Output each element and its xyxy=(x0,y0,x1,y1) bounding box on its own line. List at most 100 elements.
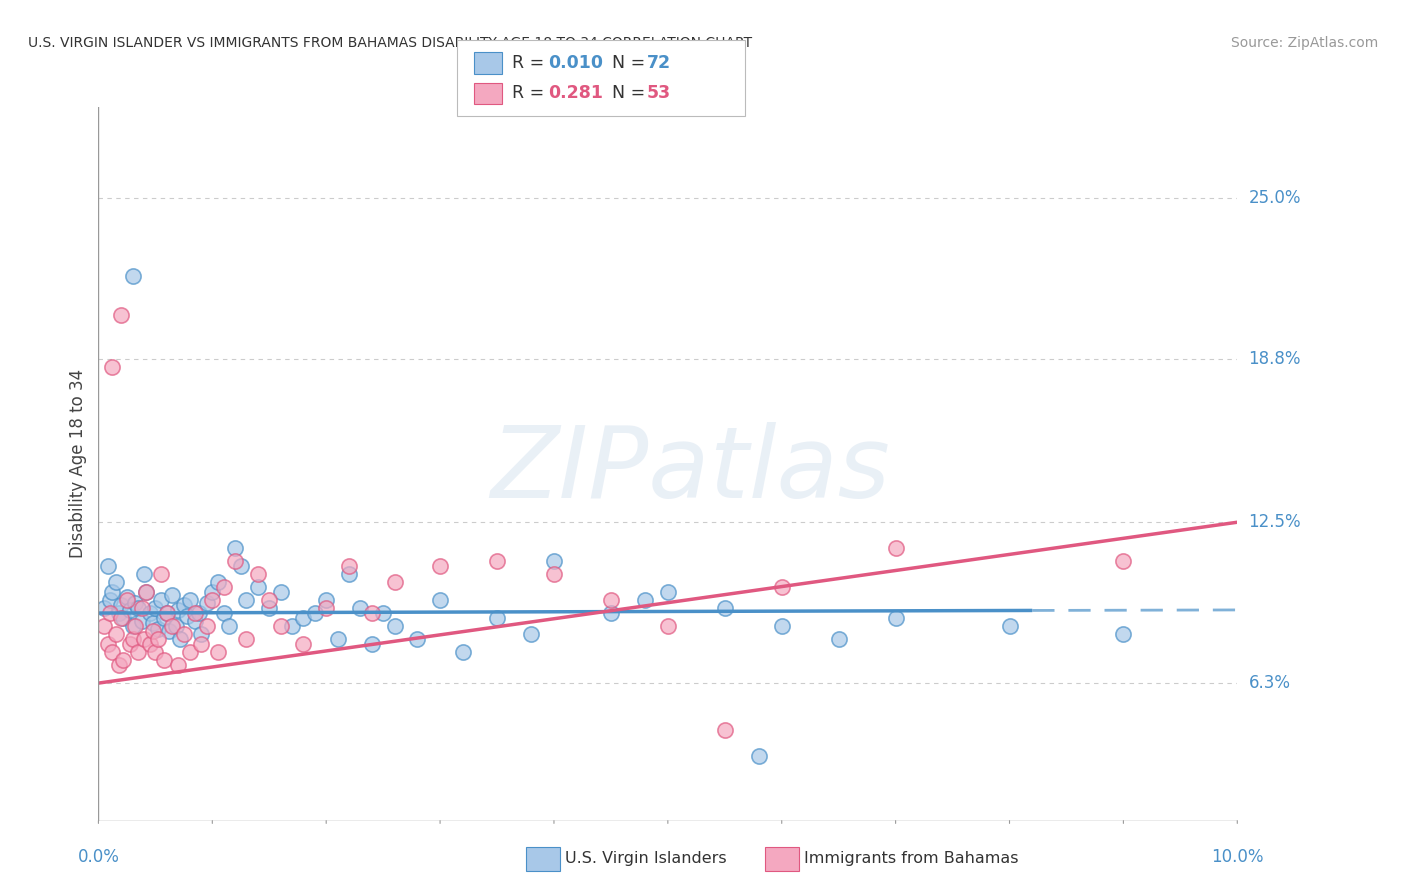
Point xyxy=(142,624,165,639)
Point xyxy=(600,606,623,620)
Point xyxy=(207,574,229,589)
Point xyxy=(93,619,115,633)
Point xyxy=(195,619,218,633)
Point xyxy=(120,603,142,617)
Point xyxy=(384,619,406,633)
Point xyxy=(132,632,155,646)
Point xyxy=(162,619,184,633)
Point xyxy=(176,608,198,623)
Point xyxy=(360,637,382,651)
Point xyxy=(315,593,337,607)
Point xyxy=(131,600,153,615)
Text: N =: N = xyxy=(612,54,651,72)
Point xyxy=(124,619,146,633)
Point xyxy=(157,624,180,639)
Point xyxy=(270,585,292,599)
Text: 0.0%: 0.0% xyxy=(77,848,120,866)
Point xyxy=(337,567,360,582)
Point xyxy=(229,559,252,574)
Point xyxy=(162,588,184,602)
Point xyxy=(121,268,143,283)
Y-axis label: Disability Age 18 to 34: Disability Age 18 to 34 xyxy=(69,369,87,558)
Point xyxy=(201,593,224,607)
Point xyxy=(115,591,138,605)
Point xyxy=(212,580,235,594)
Point xyxy=(167,657,190,672)
Point xyxy=(207,645,229,659)
Point xyxy=(153,611,176,625)
Text: U.S. VIRGIN ISLANDER VS IMMIGRANTS FROM BAHAMAS DISABILITY AGE 18 TO 34 CORRELAT: U.S. VIRGIN ISLANDER VS IMMIGRANTS FROM … xyxy=(28,36,752,50)
Point xyxy=(748,748,770,763)
Point xyxy=(132,567,155,582)
Point xyxy=(259,600,281,615)
Point xyxy=(304,606,326,620)
Point xyxy=(884,611,907,625)
Text: 72: 72 xyxy=(647,54,671,72)
Text: Source: ZipAtlas.com: Source: ZipAtlas.com xyxy=(1230,36,1378,50)
Text: 6.3%: 6.3% xyxy=(1249,674,1291,692)
Point xyxy=(634,593,657,607)
Point xyxy=(224,541,246,556)
Point xyxy=(150,567,173,582)
Point xyxy=(179,645,201,659)
Point xyxy=(998,619,1021,633)
Point xyxy=(110,611,132,625)
Point xyxy=(98,593,121,607)
Text: R =: R = xyxy=(512,85,550,103)
Point xyxy=(145,645,167,659)
Point xyxy=(115,593,138,607)
Point xyxy=(121,632,143,646)
Text: 0.010: 0.010 xyxy=(548,54,603,72)
Point xyxy=(292,637,315,651)
Point xyxy=(101,359,124,374)
Point xyxy=(270,619,292,633)
Point xyxy=(124,596,146,610)
Text: Immigrants from Bahamas: Immigrants from Bahamas xyxy=(804,852,1019,866)
Point xyxy=(384,574,406,589)
Point xyxy=(828,632,851,646)
Point xyxy=(224,554,246,568)
Point xyxy=(235,632,257,646)
Point xyxy=(201,585,224,599)
Point xyxy=(770,619,793,633)
Point xyxy=(101,585,124,599)
Point xyxy=(138,606,160,620)
Point xyxy=(184,606,207,620)
Point xyxy=(657,619,679,633)
Point xyxy=(96,559,118,574)
Point xyxy=(96,637,118,651)
Point xyxy=(169,632,191,646)
Point xyxy=(259,593,281,607)
Point xyxy=(770,580,793,594)
Point xyxy=(337,559,360,574)
Point xyxy=(135,585,157,599)
Point xyxy=(104,574,127,589)
Point xyxy=(145,600,167,615)
Point xyxy=(406,632,429,646)
Point xyxy=(156,606,179,620)
Point xyxy=(1112,627,1135,641)
Point xyxy=(543,554,565,568)
Point xyxy=(167,603,190,617)
Text: 0.281: 0.281 xyxy=(548,85,603,103)
Point xyxy=(246,567,269,582)
Point xyxy=(884,541,907,556)
Point xyxy=(349,600,371,615)
Point xyxy=(520,627,543,641)
Point xyxy=(131,614,153,628)
Text: 25.0%: 25.0% xyxy=(1249,189,1301,207)
Point xyxy=(165,619,187,633)
Point xyxy=(110,308,132,322)
Point xyxy=(429,559,451,574)
Point xyxy=(156,606,179,620)
Text: ZIPatlas: ZIPatlas xyxy=(491,422,890,519)
Point xyxy=(281,619,304,633)
Point xyxy=(190,637,212,651)
Point xyxy=(101,645,124,659)
Point xyxy=(108,657,131,672)
Point xyxy=(187,606,209,620)
Point xyxy=(110,599,132,613)
Point xyxy=(135,585,157,599)
Text: R =: R = xyxy=(512,54,550,72)
Point xyxy=(315,600,337,615)
